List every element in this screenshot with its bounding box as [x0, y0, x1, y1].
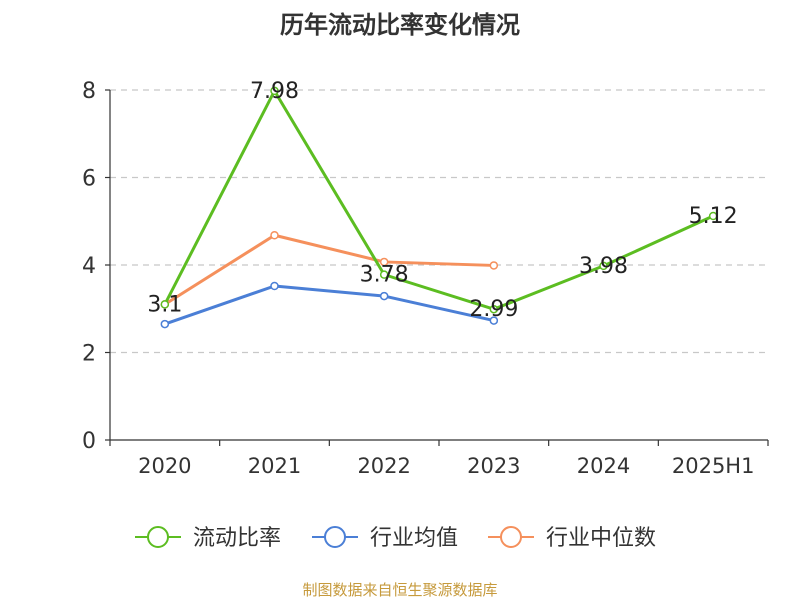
- legend-label: 行业均值: [370, 526, 458, 551]
- legend-swatch-icon: [324, 526, 346, 548]
- data-point[interactable]: [489, 304, 499, 314]
- data-point[interactable]: [379, 270, 389, 279]
- legend-swatch-icon: [147, 526, 169, 548]
- series-layer: [160, 86, 718, 329]
- y-tick-label: 6: [82, 167, 96, 192]
- x-tick-label: 2023: [467, 454, 520, 478]
- x-tick-label: 2022: [357, 454, 410, 478]
- axis-layer: 0 2 4 6 8 2020 2021 2022 2023 2024 2025H1: [82, 79, 769, 478]
- y-tick-label: 4: [82, 254, 96, 279]
- source-note: 制图数据来自恒生聚源数据库: [302, 581, 497, 599]
- data-label: 3.1: [147, 292, 182, 317]
- y-tick-label: 2: [82, 342, 96, 367]
- x-tick-label: 2025H1: [672, 454, 755, 478]
- legend-swatch-icon: [500, 526, 522, 548]
- x-tick-label: 2021: [248, 454, 301, 478]
- data-point[interactable]: [160, 319, 170, 329]
- legend-item-1[interactable]: 行业均值: [312, 526, 458, 551]
- data-point[interactable]: [270, 86, 279, 96]
- data-label: 3.98: [579, 254, 628, 279]
- series-line-2: [164, 233, 494, 306]
- data-point[interactable]: [270, 281, 279, 291]
- data-point[interactable]: [160, 300, 170, 309]
- data-label: 5.12: [689, 204, 738, 229]
- data-point[interactable]: [270, 231, 279, 240]
- legend-label: 行业中位数: [546, 526, 656, 551]
- legend-item-2[interactable]: 行业中位数: [488, 526, 656, 551]
- data-label: 3.78: [360, 263, 409, 288]
- x-tick-label: 2024: [577, 454, 630, 478]
- series-line-1: [164, 284, 495, 326]
- data-point[interactable]: [599, 261, 608, 271]
- data-label: 2.99: [469, 297, 518, 322]
- data-label-layer: 3.1 7.98 3.78 2.99 3.98 5.12: [147, 79, 737, 322]
- y-tick-label: 0: [82, 429, 96, 454]
- legend-item-0[interactable]: 流动比率: [135, 526, 281, 551]
- data-point[interactable]: [489, 316, 499, 325]
- y-tick-label: 8: [82, 79, 96, 104]
- chart-title: 历年流动比率变化情况: [280, 11, 520, 39]
- data-label: 7.98: [250, 79, 299, 104]
- series-line-0: [163, 89, 714, 311]
- legend-label: 流动比率: [193, 526, 281, 551]
- data-point[interactable]: [708, 211, 718, 221]
- data-point[interactable]: [379, 257, 389, 267]
- data-point[interactable]: [379, 291, 389, 301]
- x-tick-label: 2020: [138, 454, 191, 478]
- legend[interactable]: 流动比率 行业均值 行业中位数: [135, 526, 656, 551]
- data-point[interactable]: [489, 261, 499, 270]
